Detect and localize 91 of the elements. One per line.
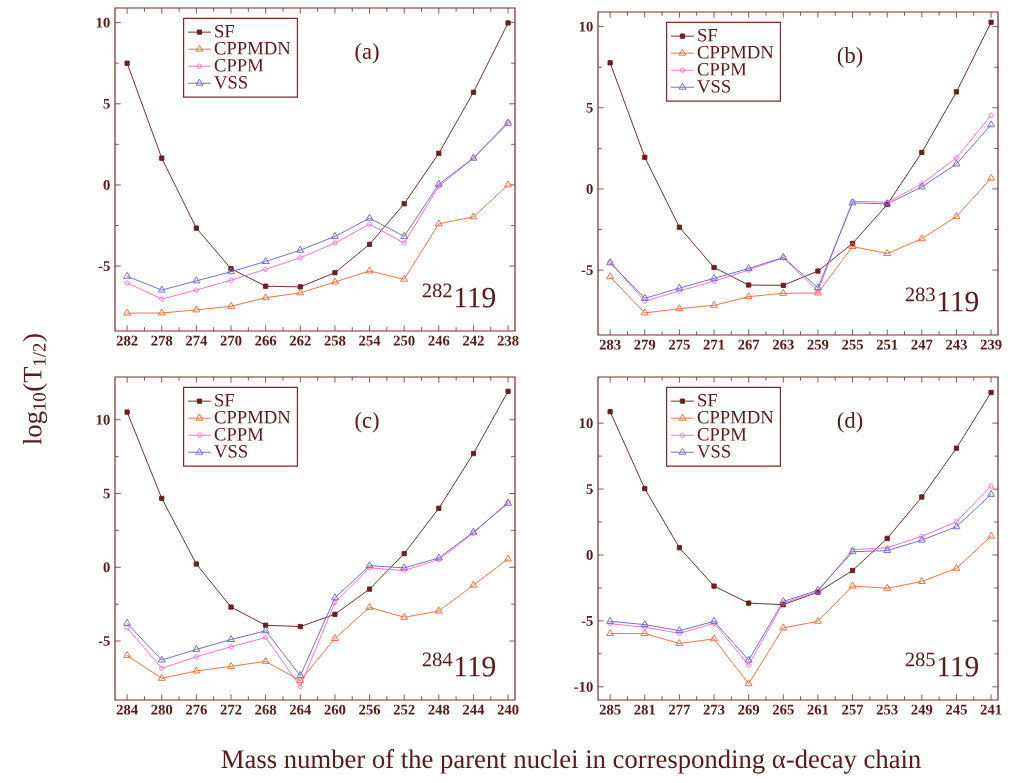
x-tick-label: 245 [946,704,967,715]
y-tick-label: -5 [581,616,593,626]
x-tick-label: 247 [911,339,933,350]
y-tick-label: 0 [586,183,593,194]
legend-label: CPPM [214,428,264,441]
legend-label: VSS [697,80,731,93]
x-tick-label: 254 [359,335,381,346]
y-tick-label: 5 [586,102,593,113]
annotation: $^{285}$119 [905,652,978,677]
x-tick-label: 265 [772,704,794,715]
y-tick-label: 10 [96,17,110,28]
y-tick-label: -10 [574,681,593,692]
x-tick-label: 264 [289,704,311,715]
x-tick-label: 243 [946,339,967,350]
x-tick-label: 252 [393,704,415,715]
y-tick-label: 10 [96,414,110,425]
annotation: (a) [355,42,379,64]
x-tick-label: 238 [497,335,519,346]
annotation: $^{284}$119 [422,652,495,677]
x-tick-label: 244 [463,704,485,715]
x-tick-label: 249 [911,704,933,715]
x-tick-label: 242 [463,335,484,346]
y-axis-title: log$_{10}$(T$_{1/2}$) [22,334,48,445]
x-tick-label: 271 [703,339,725,350]
x-tick-label: 277 [669,704,691,715]
y-tick-label: 5 [103,98,110,109]
legend-label: CPPM [697,428,747,441]
legend-label: CPPMDN [697,410,774,424]
x-tick-label: 276 [186,704,207,715]
x-tick-label: 250 [393,335,415,346]
y-tick-label: 0 [586,550,593,560]
y-tick-label: 5 [103,488,110,499]
x-tick-label: 273 [703,704,725,715]
x-tick-label: 272 [220,704,242,715]
x-tick-label: 274 [186,335,208,346]
y-tick-label: 5 [586,484,593,494]
annotation: $^{282}$119 [422,283,495,308]
legend-label: VSS [214,445,248,458]
x-tick-label: 285 [599,704,621,715]
x-tick-label: 263 [772,339,794,350]
x-tick-label: 280 [151,704,173,715]
x-tick-label: 248 [428,704,450,715]
x-tick-label: 267 [738,339,760,350]
x-tick-label: 275 [669,339,690,350]
x-tick-label: 270 [220,335,242,346]
legend-label: VSS [697,445,731,458]
x-tick-label: 269 [738,704,760,715]
legend-label: CPPMDN [214,41,291,55]
x-tick-label: 257 [842,704,864,715]
annotation: $^{283}$119 [905,287,978,312]
x-tick-label: 284 [116,704,138,715]
y-tick-label: -5 [98,261,110,271]
x-tick-label: 241 [980,704,1002,715]
x-tick-label: 283 [599,339,621,350]
x-tick-label: 251 [876,339,898,350]
x-tick-label: 282 [116,335,138,346]
legend-label: CPPM [697,63,747,76]
y-tick-label: 0 [103,179,110,190]
x-tick-label: 240 [497,704,519,715]
x-tick-label: 281 [634,704,655,715]
annotation: (d) [837,411,863,433]
y-tick-label: 0 [103,562,110,573]
x-tick-label: 279 [634,339,656,350]
legend-label: SF [698,28,718,42]
annotation: (c) [355,411,379,433]
annotation: (b) [837,46,863,68]
x-tick-label: 261 [807,704,829,715]
legend-label: SF [215,24,235,38]
y-tick-label: 10 [579,21,593,32]
x-axis-title: Mass number of the parent nuclei in corresponding α-decay chain [221,749,921,774]
y-tick-label: -5 [581,265,593,275]
x-tick-label: 239 [980,339,1002,350]
x-tick-label: 262 [289,335,311,346]
x-tick-label: 255 [842,339,864,350]
legend-label: CPPMDN [697,45,774,59]
x-tick-label: 246 [428,335,450,346]
y-tick-label: -5 [98,636,110,646]
legend-label: SF [698,393,718,407]
legend-label: VSS [214,76,248,89]
x-tick-label: 256 [359,704,381,715]
legend-label: CPPMDN [214,410,291,424]
legend-label: SF [215,393,235,407]
x-tick-label: 253 [876,704,898,715]
x-tick-label: 260 [324,704,346,715]
x-tick-label: 268 [255,704,277,715]
y-tick-label: 10 [579,418,593,429]
x-tick-label: 278 [151,335,173,346]
x-tick-label: 258 [324,335,346,346]
x-tick-label: 259 [807,339,829,350]
legend-label: CPPM [214,59,264,72]
x-tick-label: 266 [255,335,277,346]
